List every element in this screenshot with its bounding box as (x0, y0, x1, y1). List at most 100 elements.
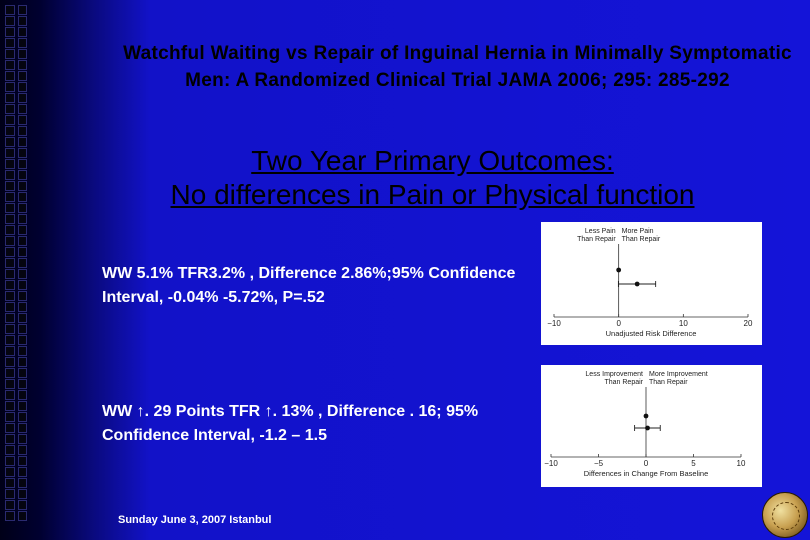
decorative-square (5, 225, 15, 235)
square-row (5, 313, 27, 324)
point-estimate (634, 281, 640, 287)
decorative-square (17, 478, 27, 488)
square-row (5, 412, 27, 423)
square-row (5, 467, 27, 478)
square-row (5, 137, 27, 148)
decorative-square (17, 280, 27, 290)
x-axis-label: Differences in Change From Baseline (584, 469, 709, 478)
decorative-square (5, 500, 15, 510)
decorative-square (5, 170, 15, 180)
decorative-square (5, 159, 15, 169)
decorative-square (5, 148, 15, 158)
square-row (5, 423, 27, 434)
decorative-square (5, 456, 15, 466)
pain-forest-plot: Less Pain Than Repair More Pain Than Repair… (541, 222, 762, 345)
decorative-square (17, 49, 27, 59)
decorative-square (17, 16, 27, 26)
decorative-square (17, 357, 27, 367)
decorative-square (5, 82, 15, 92)
x-tick-label: 0 (616, 319, 621, 328)
square-row (5, 368, 27, 379)
decorative-square (5, 49, 15, 59)
decorative-square (17, 291, 27, 301)
decorative-square (5, 280, 15, 290)
square-row (5, 346, 27, 357)
decorative-square (5, 192, 15, 202)
decorative-square (17, 5, 27, 15)
function-outcome-text: WW ↑. 29 Points TFR ↑. 13% , Difference … (102, 403, 479, 444)
x-tick-label: −10 (544, 459, 558, 468)
decorative-square (5, 71, 15, 81)
decorative-square (17, 511, 27, 521)
square-row (5, 511, 27, 522)
decorative-square (17, 225, 27, 235)
pain-outcome-text: WW 5.1% TFR3.2% , Difference 2.86%;95% C… (102, 265, 516, 306)
decorative-square (5, 93, 15, 103)
decorative-square (5, 115, 15, 125)
decorative-square (5, 269, 15, 279)
decorative-square (17, 412, 27, 422)
decorative-square (17, 302, 27, 312)
square-row (5, 181, 27, 192)
decorative-square (5, 5, 15, 15)
square-row (5, 115, 27, 126)
square-row (5, 5, 27, 16)
decorative-square (17, 203, 27, 213)
header-label-left-1: Less Pain (585, 228, 616, 235)
square-row (5, 434, 27, 445)
decorative-square (5, 412, 15, 422)
square-row (5, 148, 27, 159)
decorative-square (5, 27, 15, 37)
decorative-square (5, 302, 15, 312)
decorative-square (5, 401, 15, 411)
function-forest-plot: Less Improvement Than Repair More Improvem… (541, 365, 762, 487)
decorative-square (5, 247, 15, 257)
header-label-left-2: Than Repair (604, 379, 643, 386)
point-estimate (616, 267, 622, 273)
decorative-square (5, 38, 15, 48)
decorative-square (17, 60, 27, 70)
decorative-square (5, 324, 15, 334)
decorative-square (5, 16, 15, 26)
decorative-square (5, 137, 15, 147)
decorative-square (5, 236, 15, 246)
decorative-square (17, 38, 27, 48)
square-row (5, 71, 27, 82)
square-row (5, 203, 27, 214)
header-label-right-1: More Pain (622, 228, 654, 235)
square-row (5, 324, 27, 335)
decorative-square (17, 500, 27, 510)
decorative-square (5, 467, 15, 477)
decorative-square (17, 71, 27, 81)
decorative-square (17, 445, 27, 455)
square-row (5, 27, 27, 38)
x-tick-label: 0 (644, 459, 649, 468)
decorative-square (17, 346, 27, 356)
square-row (5, 500, 27, 511)
decorative-square (5, 445, 15, 455)
square-row (5, 280, 27, 291)
decorative-square (17, 170, 27, 180)
decorative-square (5, 478, 15, 488)
x-tick-label: 10 (737, 459, 746, 468)
decorative-square (17, 27, 27, 37)
decorative-square (17, 456, 27, 466)
decorative-square (17, 181, 27, 191)
decorative-square (17, 401, 27, 411)
square-row (5, 214, 27, 225)
decorative-square (5, 390, 15, 400)
heading-line-1: Two Year Primary Outcomes: (251, 145, 614, 176)
square-row (5, 379, 27, 390)
decorative-square (17, 115, 27, 125)
square-row (5, 291, 27, 302)
square-row (5, 401, 27, 412)
decorative-square (5, 511, 15, 521)
decorative-square (5, 423, 15, 433)
x-tick-label: −5 (594, 459, 604, 468)
heading-line-2: No differences in Pain or Physical funct… (170, 179, 695, 210)
square-row (5, 478, 27, 489)
decorative-square (5, 368, 15, 378)
decorative-square (17, 390, 27, 400)
